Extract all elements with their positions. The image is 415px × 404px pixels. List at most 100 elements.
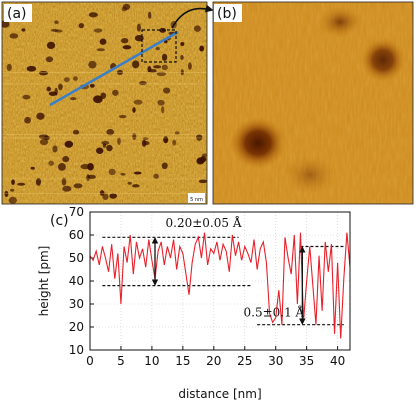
surface-pit [112,89,119,96]
panel-a-pits [2,3,207,204]
chart-grid [89,211,350,351]
surface-pit [73,76,78,81]
panel-b-label: (b) [217,6,237,22]
surface-pit [6,63,12,71]
y-tick-label: 20 [69,320,84,334]
surface-pit [174,131,180,135]
panel-b-pit [361,38,405,82]
x-axis-label: distance [nm] [178,387,261,401]
surface-pit [99,190,105,196]
surface-pit [62,156,70,163]
x-tick-label: 30 [268,354,283,368]
surface-pit [99,38,107,45]
profile-line [49,30,179,107]
y-tick-label: 10 [69,343,84,357]
surface-pit [64,140,74,148]
surface-pit [61,177,67,186]
surface-pit [132,184,140,188]
surface-pit [39,138,49,146]
height-annotation: 0.20±0.05 Å [166,215,242,230]
surface-pit [155,47,160,51]
surface-pit [121,6,128,12]
surface-pit [187,62,192,70]
surface-pit [147,11,152,19]
x-tick-label: 0 [86,354,94,368]
surface-pit [102,143,107,148]
surface-pit [121,38,129,44]
surface-pit [89,83,95,88]
surface-pit [45,56,54,63]
panel-b-image [212,1,414,205]
surface-pit [122,45,132,50]
surface-pit [163,87,171,94]
surface-pit [48,160,55,166]
surface-pit [157,99,165,106]
surface-pit [2,20,10,28]
surface-pit [132,107,136,113]
surface-pit [161,53,168,61]
surface-pit [22,94,31,100]
panel-c-label: (c) [50,213,69,229]
surface-pit [180,41,185,46]
surface-pit [72,129,80,135]
zoom-arrow [171,4,214,29]
x-tick-label: 15 [175,354,190,368]
surface-pit [46,41,56,50]
surface-pit [132,60,140,69]
surface-pit [109,193,118,199]
surface-pit [198,179,207,184]
surface-pit [46,86,51,92]
x-tick-label: 20 [206,354,221,368]
surface-pit [57,162,66,171]
panel-b-pit [284,155,336,195]
panel-b-pit [318,6,362,38]
y-tick-label: 50 [69,251,84,265]
surface-pit [96,48,105,52]
surface-pit [70,97,77,101]
surface-pit [17,182,26,186]
y-axis-label: height [pm] [37,246,51,317]
reference-lines [102,236,344,326]
chart-ticks: 0 5 10 15 20 25 30 35 40 10 20 30 40 50 60 70 [69,205,346,368]
surface-pit [63,77,70,83]
surface-pit [118,114,127,119]
surface-pit [133,99,143,105]
surface-pit [39,70,48,76]
surface-pit [8,196,17,204]
surface-pit [58,83,63,91]
surface-pit [133,171,142,175]
surface-pit [38,134,49,140]
height-profile-chart: 0 5 10 15 20 25 30 35 40 10 20 30 40 50 60 70 0.20±0.05… [37,205,351,401]
scale-bar: 5 nm [188,193,205,203]
surface-pit [93,28,103,33]
surface-pit [62,185,72,192]
panel-b-pit [230,117,286,169]
surface-pit [199,45,205,52]
surface-pit [153,65,162,69]
surface-pit [4,190,9,198]
surface-pit [147,65,152,73]
panel-b-label-box: (b) [214,4,242,22]
surface-pit [156,71,167,77]
height-annotation: 0.5±0.1 Å [244,305,305,320]
surface-pit [93,95,103,104]
height-trace [90,232,350,339]
y-tick-label: 60 [69,228,84,242]
surface-pit [9,33,19,39]
surface-pit [197,157,206,163]
panel-a-label: (a) [7,6,27,22]
surface-pit [161,64,168,70]
surface-pit [87,162,94,171]
surface-pit [95,147,104,154]
surface-pit [35,177,42,186]
y-tick-label: 70 [69,205,84,219]
surface-pit [172,139,177,146]
surface-pit [54,29,63,33]
x-tick-label: 35 [299,354,314,368]
surface-pit [54,87,58,96]
surface-pit [161,162,168,170]
surface-pit [36,112,45,120]
surface-pit [26,65,37,72]
plot-frame [89,211,351,351]
surface-pit [108,168,116,176]
